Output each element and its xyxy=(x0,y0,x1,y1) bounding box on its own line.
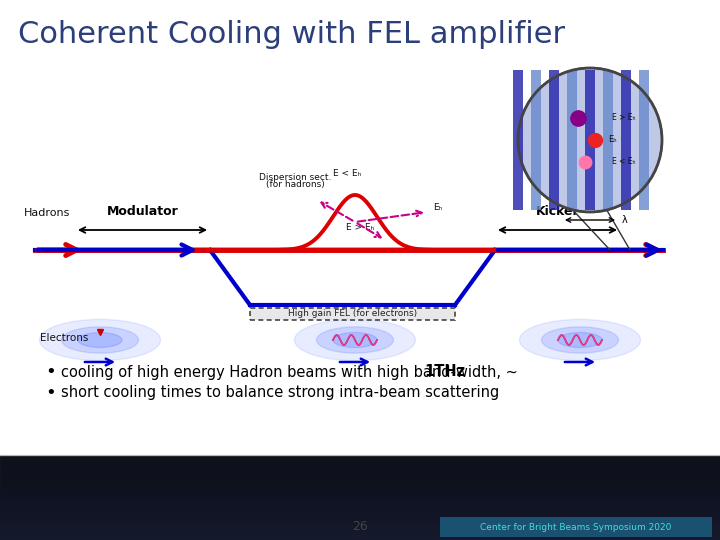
Text: E > Eₕ: E > Eₕ xyxy=(612,113,636,123)
Bar xyxy=(513,70,523,210)
Text: Kicker: Kicker xyxy=(536,205,580,218)
FancyBboxPatch shape xyxy=(440,517,712,537)
Text: Eₕ: Eₕ xyxy=(608,136,616,145)
Ellipse shape xyxy=(333,333,377,348)
Ellipse shape xyxy=(520,319,641,361)
Ellipse shape xyxy=(317,327,394,353)
Text: High gain FEL (for electrons): High gain FEL (for electrons) xyxy=(288,309,417,319)
Text: •: • xyxy=(45,384,55,402)
Text: Eₕ: Eₕ xyxy=(433,204,442,213)
Bar xyxy=(531,70,541,210)
Bar xyxy=(549,70,559,210)
Text: λ: λ xyxy=(622,215,628,225)
Text: Modulator: Modulator xyxy=(107,205,179,218)
Text: Hadrons: Hadrons xyxy=(24,208,70,218)
Text: cooling of high energy Hadron beams with high band-width, ~: cooling of high energy Hadron beams with… xyxy=(61,364,523,380)
Text: E > Eₕ: E > Eₕ xyxy=(346,223,374,232)
Bar xyxy=(585,70,595,210)
Bar xyxy=(603,70,613,210)
Ellipse shape xyxy=(294,319,415,361)
Bar xyxy=(621,70,631,210)
Ellipse shape xyxy=(78,333,122,348)
Text: •: • xyxy=(45,363,55,381)
Text: short cooling times to balance strong intra-beam scattering: short cooling times to balance strong in… xyxy=(61,386,499,401)
Circle shape xyxy=(518,68,662,212)
Text: Dispersion sect.: Dispersion sect. xyxy=(258,173,331,182)
Bar xyxy=(639,70,649,210)
Ellipse shape xyxy=(40,319,161,361)
Text: E < Eₕ: E < Eₕ xyxy=(612,158,636,166)
Text: Center for Bright Beams Symposium 2020: Center for Bright Beams Symposium 2020 xyxy=(480,523,672,531)
Text: 1THz: 1THz xyxy=(424,364,465,380)
Ellipse shape xyxy=(541,327,618,353)
Text: E < Eₕ: E < Eₕ xyxy=(333,169,361,178)
Ellipse shape xyxy=(61,327,138,353)
Text: Electrons: Electrons xyxy=(40,333,89,343)
Text: Coherent Cooling with FEL amplifier: Coherent Cooling with FEL amplifier xyxy=(18,20,565,49)
FancyBboxPatch shape xyxy=(250,308,455,320)
Ellipse shape xyxy=(558,333,602,348)
Text: 26: 26 xyxy=(352,521,368,534)
Bar xyxy=(567,70,577,210)
Text: (for hadrons): (for hadrons) xyxy=(266,180,325,189)
